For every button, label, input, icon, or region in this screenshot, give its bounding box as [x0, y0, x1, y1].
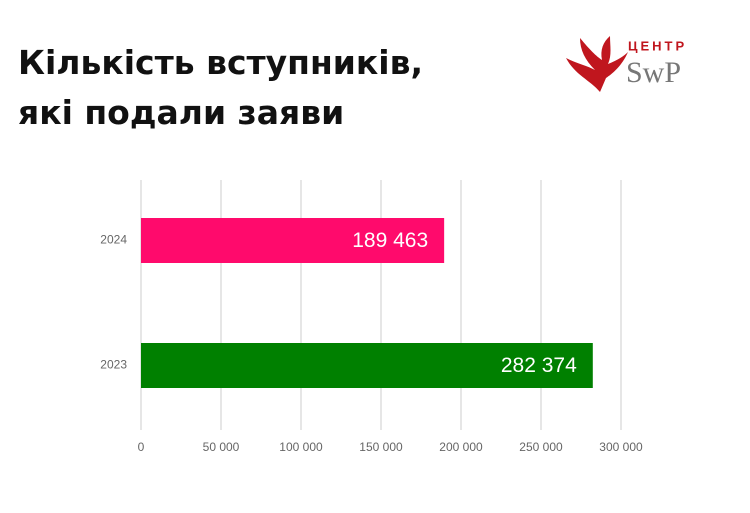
logo-icon — [566, 36, 628, 92]
x-tick-label: 50 000 — [203, 440, 240, 454]
y-tick-label: 2023 — [100, 358, 127, 372]
chart-title: Кількість вступників, які подали заяви — [18, 43, 424, 132]
x-tick-label: 0 — [138, 440, 145, 454]
x-tick-label: 150 000 — [359, 440, 403, 454]
logo: ЦЕНТР SwP — [566, 36, 687, 92]
x-tick-label: 200 000 — [439, 440, 483, 454]
x-tick-label: 250 000 — [519, 440, 563, 454]
x-tick-label: 300 000 — [599, 440, 643, 454]
logo-top: ЦЕНТР — [628, 38, 687, 53]
bar — [141, 343, 593, 388]
logo-name: SwP — [626, 56, 681, 89]
y-tick-label: 2024 — [100, 233, 127, 247]
x-tick-label: 100 000 — [279, 440, 323, 454]
value-label: 189 463 — [352, 229, 428, 252]
bar — [141, 218, 445, 263]
value-label: 282 374 — [501, 354, 577, 377]
